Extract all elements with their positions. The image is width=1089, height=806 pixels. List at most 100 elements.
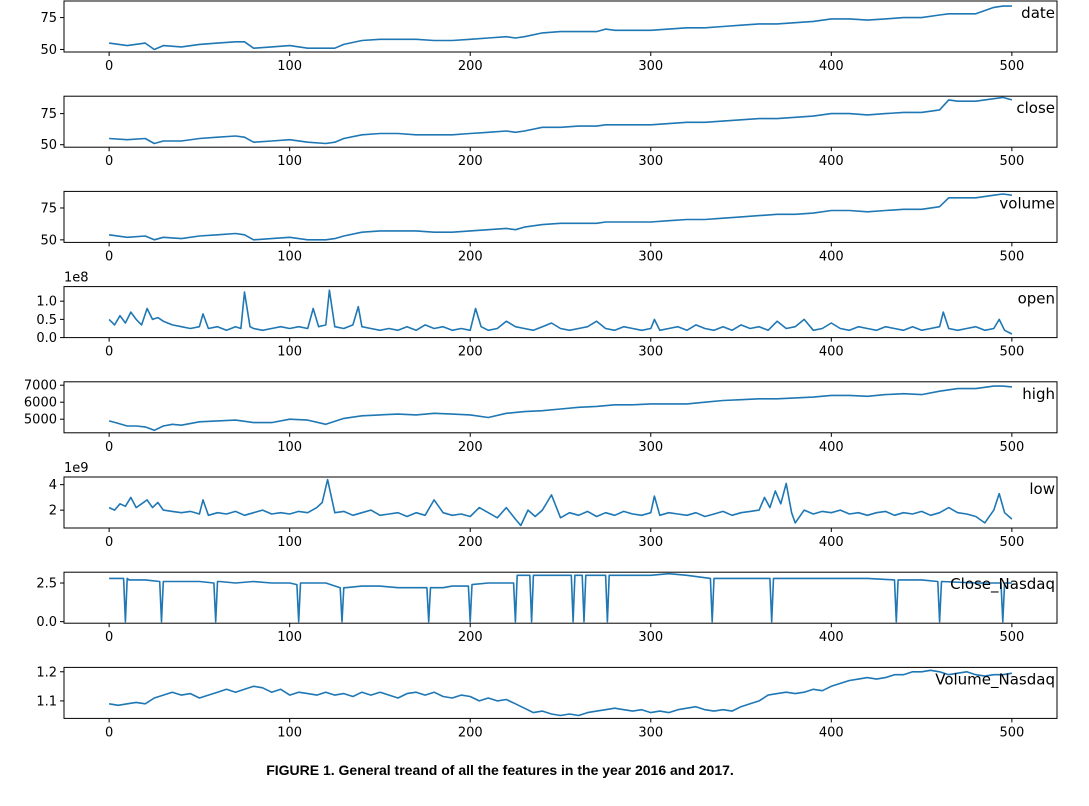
x-tick-label: 0 bbox=[105, 440, 113, 455]
axes-frame bbox=[63, 476, 1058, 529]
subplot-volume: 0 100 200 300 400 500 50 75 volume bbox=[40, 190, 1058, 264]
x-tick-label: 500 bbox=[999, 725, 1024, 740]
series-line bbox=[108, 478, 1013, 527]
x-tick-label: 0 bbox=[105, 249, 113, 264]
x-tick-label: 0 bbox=[105, 154, 113, 169]
x-tick-label: 100 bbox=[277, 725, 302, 740]
y-tick-label: 50 bbox=[40, 233, 57, 248]
panel-label: Close_Nasdaq bbox=[950, 575, 1055, 594]
x-tick-label: 400 bbox=[819, 345, 844, 360]
x-tick-label: 0 bbox=[105, 535, 113, 550]
x-tick-label: 0 bbox=[105, 725, 113, 740]
y-tick-label: 6000 bbox=[24, 396, 57, 411]
axes-frame bbox=[63, 0, 1058, 53]
x-tick-label: 500 bbox=[999, 440, 1024, 455]
x-tick-label: 400 bbox=[819, 630, 844, 645]
x-tick-label: 300 bbox=[638, 249, 663, 264]
x-tick-label: 200 bbox=[458, 440, 483, 455]
x-tick-label: 200 bbox=[458, 59, 483, 74]
x-tick-label: 100 bbox=[277, 59, 302, 74]
y-tick-label: 4 bbox=[49, 478, 57, 493]
subplot-volume-nasdaq: 0 100 200 300 400 500 1.1 1.2 Volume_Nasdaq bbox=[36, 665, 1058, 740]
subplot-date: 0 100 200 300 400 500 50 75 date bbox=[40, 0, 1058, 74]
series-line bbox=[108, 289, 1013, 335]
x-tick-label: 500 bbox=[999, 630, 1024, 645]
panel-label: volume bbox=[999, 194, 1055, 212]
x-tick-label: 200 bbox=[458, 249, 483, 264]
x-tick-label: 100 bbox=[277, 440, 302, 455]
panel-label: open bbox=[1018, 290, 1055, 308]
panel-label: Volume_Nasdaq bbox=[935, 670, 1055, 689]
x-tick-label: 500 bbox=[999, 535, 1024, 550]
x-tick-label: 200 bbox=[458, 345, 483, 360]
x-tick-label: 400 bbox=[819, 535, 844, 550]
panel-label: low bbox=[1029, 480, 1055, 498]
y-tick-label: 5000 bbox=[24, 413, 57, 428]
x-tick-label: 400 bbox=[819, 154, 844, 169]
series-line bbox=[109, 572, 1012, 623]
series-line bbox=[109, 96, 1013, 145]
x-tick-label: 500 bbox=[999, 59, 1024, 74]
series-line bbox=[108, 5, 1012, 51]
subplot-close: 0 100 200 300 400 500 50 75 close bbox=[40, 95, 1058, 169]
panel-label: high bbox=[1022, 385, 1055, 403]
y-tick-label: 1.2 bbox=[36, 665, 57, 680]
subplot-low: 0 100 200 300 400 500 2 4 1e9 low bbox=[49, 461, 1058, 550]
x-tick-label: 200 bbox=[458, 535, 483, 550]
x-tick-label: 300 bbox=[638, 154, 663, 169]
x-tick-label: 100 bbox=[277, 535, 302, 550]
axes-frame bbox=[63, 666, 1058, 719]
axis-offset-label: 1e8 bbox=[64, 271, 89, 286]
y-tick-label: 50 bbox=[40, 43, 57, 58]
y-tick-label: 7000 bbox=[24, 379, 57, 394]
y-tick-label: 1.0 bbox=[36, 295, 57, 310]
panel-label: date bbox=[1021, 4, 1055, 22]
axes-frame bbox=[63, 190, 1058, 243]
x-tick-label: 500 bbox=[999, 345, 1024, 360]
y-tick-label: 1.1 bbox=[36, 694, 57, 709]
y-tick-label: 75 bbox=[40, 11, 57, 26]
y-tick-label: 0.0 bbox=[36, 615, 57, 630]
x-tick-label: 300 bbox=[638, 630, 663, 645]
series-line bbox=[108, 193, 1013, 241]
x-tick-label: 200 bbox=[458, 725, 483, 740]
axes-frame bbox=[63, 286, 1058, 339]
y-tick-label: 75 bbox=[40, 201, 57, 216]
x-tick-label: 100 bbox=[277, 345, 302, 360]
x-tick-label: 400 bbox=[819, 249, 844, 264]
figure-caption: FIGURE 1. General treand of all the feat… bbox=[266, 762, 734, 778]
x-tick-label: 400 bbox=[819, 440, 844, 455]
x-tick-label: 300 bbox=[638, 440, 663, 455]
subplot-high: 0 100 200 300 400 500 5000 6000 7000 high bbox=[24, 379, 1058, 455]
axes-frame bbox=[63, 95, 1058, 148]
x-tick-label: 0 bbox=[105, 630, 113, 645]
y-tick-label: 0.0 bbox=[36, 331, 57, 346]
y-tick-label: 2 bbox=[49, 504, 57, 519]
x-tick-label: 0 bbox=[105, 59, 113, 74]
panel-label: close bbox=[1016, 99, 1055, 117]
series-line bbox=[108, 385, 1012, 432]
y-tick-label: 2.5 bbox=[36, 577, 57, 592]
x-tick-label: 500 bbox=[999, 249, 1024, 264]
axes-frame bbox=[63, 571, 1058, 624]
subplot-open: 0 100 200 300 400 500 0.0 0.5 1.0 1e8 open bbox=[36, 271, 1058, 360]
x-tick-label: 200 bbox=[458, 630, 483, 645]
x-tick-label: 100 bbox=[277, 154, 302, 169]
x-tick-label: 400 bbox=[819, 725, 844, 740]
x-tick-label: 400 bbox=[819, 59, 844, 74]
x-tick-label: 100 bbox=[277, 630, 302, 645]
x-tick-label: 500 bbox=[999, 154, 1024, 169]
y-tick-label: 0.5 bbox=[36, 313, 57, 328]
axes-frame bbox=[63, 381, 1058, 434]
y-tick-label: 50 bbox=[40, 138, 57, 153]
axis-offset-label: 1e9 bbox=[64, 461, 89, 476]
x-tick-label: 200 bbox=[458, 154, 483, 169]
y-tick-label: 75 bbox=[40, 107, 57, 122]
x-tick-label: 300 bbox=[638, 725, 663, 740]
x-tick-label: 100 bbox=[277, 249, 302, 264]
x-tick-label: 300 bbox=[638, 535, 663, 550]
x-tick-label: 300 bbox=[638, 345, 663, 360]
series-line bbox=[108, 669, 1013, 717]
x-tick-label: 300 bbox=[638, 59, 663, 74]
